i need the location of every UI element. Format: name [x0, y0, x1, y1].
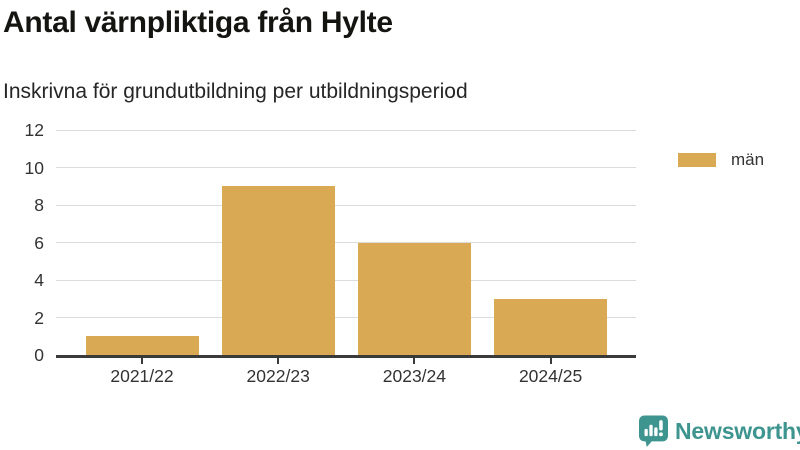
gridline-y-12: [56, 129, 636, 131]
chart-title: Antal värnpliktiga från Hylte: [3, 6, 393, 39]
x-axis-label: 2023/24: [382, 366, 447, 386]
legend-label-man: män: [731, 150, 765, 169]
gridline-y-2: [56, 317, 636, 318]
newsworthy-logo: Newsworthy: [639, 415, 800, 448]
newsworthy-wordmark: Newsworthy: [675, 418, 800, 444]
x-axis-tick: [141, 358, 143, 364]
chart-subtitle: Inskrivna för grundutbildning per utbild…: [3, 80, 468, 103]
x-axis-label: 2021/22: [110, 366, 174, 386]
bar-2024/25: [494, 298, 608, 355]
gridline-y-8: [56, 204, 636, 206]
x-axis-label: 2024/25: [518, 366, 583, 386]
y-axis-tick-label: 2: [34, 307, 44, 328]
gridline-y-10: [56, 167, 636, 168]
x-axis-tick: [277, 358, 280, 364]
y-axis-tick-label: 10: [24, 157, 44, 178]
bar-2021/22: [85, 336, 199, 355]
y-axis-tick-label: 0: [34, 345, 44, 365]
bar-2022/23: [221, 186, 335, 355]
x-axis-line: [56, 355, 636, 358]
bar-2023/24: [357, 242, 471, 355]
y-axis-tick-label: 12: [24, 120, 44, 140]
x-axis-label: 2022/23: [246, 366, 310, 386]
newsworthy-chart-bubble-icon: [639, 415, 668, 448]
legend-swatch-man: [678, 153, 716, 167]
y-axis-tick-label: 4: [34, 270, 44, 290]
x-axis-tick: [549, 358, 552, 364]
x-axis-tick: [413, 358, 416, 364]
y-axis-tick-label: 8: [34, 195, 44, 215]
gridline-y-6: [56, 242, 636, 243]
gridline-y-4: [56, 279, 636, 281]
legend: män: [678, 150, 764, 170]
y-axis-tick-label: 6: [34, 232, 44, 253]
